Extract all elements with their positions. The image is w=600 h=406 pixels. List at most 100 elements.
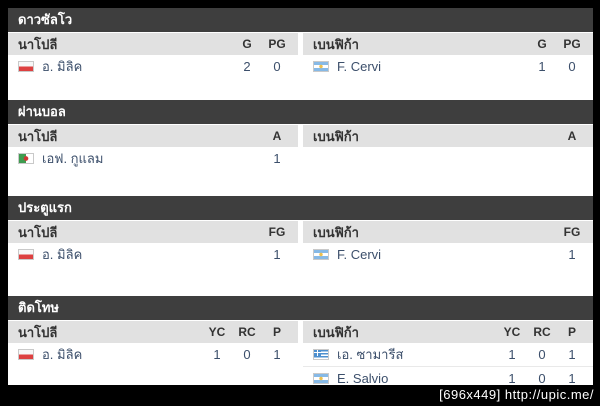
stat-value: 1 — [538, 59, 546, 74]
stat-value: 0 — [568, 59, 576, 74]
column-header-row: เบนฟิก้า YC RC P — [303, 321, 593, 343]
player-name-link[interactable]: F. Cervi — [337, 59, 382, 74]
stat-col-header: G — [242, 37, 252, 51]
column-header-row: เบนฟิก้า A — [303, 125, 593, 147]
player-row: อ. มิลิค 1 0 1 — [8, 343, 298, 366]
stat-col-header: P — [272, 325, 281, 339]
player-name-link[interactable]: อ. มิลิค — [42, 347, 83, 362]
section-header: ดาวซัลโว — [8, 8, 593, 33]
section-assists: ผ่านบอล นาโปลี A เอฟ. กูแลม 1 เบนฟิก้า — [8, 100, 593, 196]
column-header-row: นาโปลี G PG — [8, 33, 298, 55]
argentina-flag — [313, 373, 329, 384]
home-team-table: นาโปลี YC RC P อ. มิลิค 1 0 1 — [8, 321, 298, 390]
player-cell: อ. มิลิค — [8, 244, 262, 265]
player-row: เอ. ซามารีส 1 0 1 — [303, 343, 593, 366]
stat-col-header: RC — [533, 325, 551, 339]
team-name-header: นาโปลี — [18, 36, 58, 52]
argentina-flag — [313, 61, 329, 72]
section-spacer — [8, 78, 593, 100]
stat-value: 0 — [538, 347, 546, 362]
stat-value: 1 — [508, 347, 516, 362]
section-spacer — [8, 170, 593, 196]
player-cell: อ. มิลิค — [8, 56, 232, 77]
stat-value: 1 — [213, 347, 221, 362]
stat-value: 1 — [568, 247, 576, 262]
home-team-table: นาโปลี G PG อ. มิลิค 2 0 — [8, 33, 298, 78]
stat-col-header: G — [537, 37, 547, 51]
stat-col-header: FG — [563, 225, 581, 239]
team-name-header: นาโปลี — [18, 224, 58, 240]
player-name-link[interactable]: E. Salvio — [337, 371, 389, 386]
section-discipline: ติดโทษ นาโปลี YC RC P อ. มิลิค 1 0 1 — [8, 296, 593, 390]
section-tables: นาโปลี A เอฟ. กูแลม 1 เบนฟิก้า A — [8, 125, 593, 170]
column-header-row: นาโปลี YC RC P — [8, 321, 298, 343]
section-tables: นาโปลี G PG อ. มิลิค 2 0 เบนฟิก้า G — [8, 33, 593, 78]
section-header: ประตูแรก — [8, 196, 593, 221]
player-name-link[interactable]: อ. มิลิค — [42, 59, 83, 74]
stats-content: ดาวซัลโว นาโปลี G PG อ. มิลิค 2 0 — [8, 8, 593, 390]
column-header-row: เบนฟิก้า G PG — [303, 33, 593, 55]
player-row: F. Cervi 1 0 — [303, 55, 593, 78]
stat-col-header: YC — [503, 325, 521, 339]
home-team-table: นาโปลี A เอฟ. กูแลม 1 — [8, 125, 298, 170]
watermark: [696x449] http://upic.me/ — [0, 385, 600, 406]
away-team-table: เบนฟิก้า A — [303, 125, 593, 170]
column-header-row: นาโปลี A — [8, 125, 298, 147]
team-name-header: นาโปลี — [18, 324, 58, 340]
stat-col-header: FG — [268, 225, 286, 239]
player-row: อ. มิลิค 1 — [8, 243, 298, 266]
stat-value: 1 — [273, 347, 281, 362]
stat-col-header: A — [272, 129, 282, 143]
stat-value: 0 — [243, 347, 251, 362]
section-topscorers: ดาวซัลโว นาโปลี G PG อ. มิลิค 2 0 — [8, 8, 593, 100]
away-team-table: เบนฟิก้า FG F. Cervi 1 — [303, 221, 593, 266]
stat-col-header: P — [567, 325, 576, 339]
poland-flag — [18, 249, 34, 260]
player-row: อ. มิลิค 2 0 — [8, 55, 298, 78]
algeria-flag — [18, 153, 34, 164]
player-row: F. Cervi 1 — [303, 243, 593, 266]
away-team-table: เบนฟิก้า YC RC P เอ. ซามารีส 1 0 1 — [303, 321, 593, 390]
section-tables: นาโปลี YC RC P อ. มิลิค 1 0 1 เบน — [8, 321, 593, 390]
stat-col-header: A — [567, 129, 577, 143]
player-row: เอฟ. กูแลม 1 — [8, 147, 298, 170]
stat-value: 1 — [273, 247, 281, 262]
stat-value: 0 — [538, 371, 546, 386]
greece-flag — [313, 349, 329, 360]
player-cell: E. Salvio — [303, 371, 497, 386]
player-cell: อ. มิลิค — [8, 344, 202, 365]
player-cell: F. Cervi — [303, 59, 527, 74]
stat-value: 2 — [243, 59, 251, 74]
player-cell: F. Cervi — [303, 247, 557, 262]
player-cell: เอฟ. กูแลม — [8, 148, 262, 169]
stat-value: 1 — [568, 347, 576, 362]
argentina-flag — [313, 249, 329, 260]
section-tables: นาโปลี FG อ. มิลิค 1 เบนฟิก้า FG — [8, 221, 593, 266]
player-name-link[interactable]: เอฟ. กูแลม — [42, 151, 104, 166]
poland-flag — [18, 61, 34, 72]
away-team-table: เบนฟิก้า G PG F. Cervi 1 0 — [303, 33, 593, 78]
stat-value: 0 — [273, 59, 281, 74]
team-name-header: เบนฟิก้า — [313, 324, 359, 340]
stat-value: 1 — [508, 371, 516, 386]
player-cell: เอ. ซามารีส — [303, 344, 497, 365]
team-name-header: เบนฟิก้า — [313, 36, 359, 52]
poland-flag — [18, 349, 34, 360]
stat-value: 1 — [568, 371, 576, 386]
home-team-table: นาโปลี FG อ. มิลิค 1 — [8, 221, 298, 266]
team-name-header: เบนฟิก้า — [313, 128, 359, 144]
section-firstgoal: ประตูแรก นาโปลี FG อ. มิลิค 1 เบนฟิก้า — [8, 196, 593, 296]
team-name-header: เบนฟิก้า — [313, 224, 359, 240]
section-header: ผ่านบอล — [8, 100, 593, 125]
player-name-link[interactable]: อ. มิลิค — [42, 247, 83, 262]
column-header-row: นาโปลี FG — [8, 221, 298, 243]
stat-col-header: PG — [563, 37, 581, 51]
section-header: ติดโทษ — [8, 296, 593, 321]
player-name-link[interactable]: เอ. ซามารีส — [337, 347, 404, 362]
stat-col-header: RC — [238, 325, 256, 339]
team-name-header: นาโปลี — [18, 128, 58, 144]
player-name-link[interactable]: F. Cervi — [337, 247, 382, 262]
section-spacer — [8, 266, 593, 296]
stat-col-header: PG — [268, 37, 286, 51]
